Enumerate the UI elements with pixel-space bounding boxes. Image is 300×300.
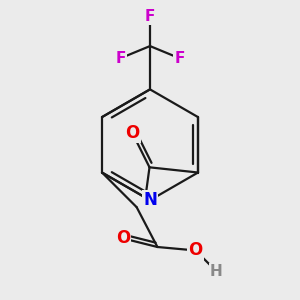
Text: O: O bbox=[116, 229, 130, 247]
Text: H: H bbox=[210, 264, 223, 279]
Text: O: O bbox=[125, 124, 139, 142]
Text: N: N bbox=[143, 191, 157, 209]
Text: F: F bbox=[116, 51, 126, 66]
Text: F: F bbox=[145, 9, 155, 24]
Text: O: O bbox=[188, 242, 203, 260]
Text: F: F bbox=[174, 51, 184, 66]
